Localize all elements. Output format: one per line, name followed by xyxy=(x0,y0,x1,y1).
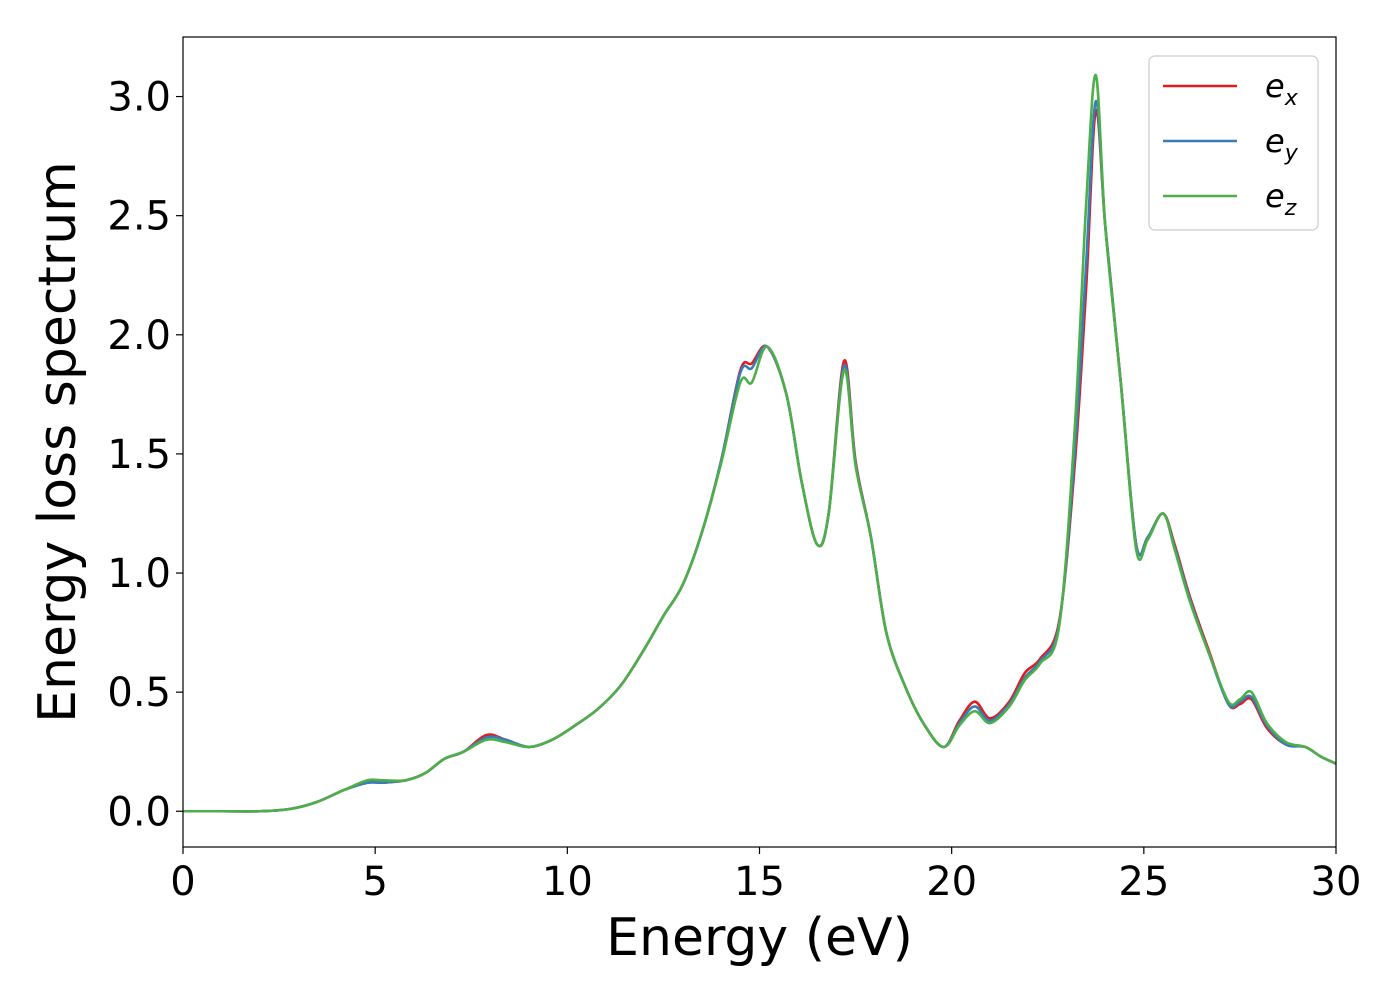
series-layer xyxy=(183,73,1336,813)
legend-label-z: ez xyxy=(1265,177,1297,221)
ticks-layer: 0 5 10 15 20 25 30 0.0 0.5 1.0 1.5 2.0 2.5 3.0 xyxy=(107,75,1361,905)
legend-label-base: e xyxy=(1265,67,1285,105)
y-tick-label: 0.5 xyxy=(107,670,171,716)
legend-label-base: e xyxy=(1265,122,1285,160)
y-axis-label: Energy loss spectrum xyxy=(28,161,88,723)
x-tick-label: 20 xyxy=(926,859,977,905)
legend-label-sub: z xyxy=(1284,196,1297,221)
y-tick-label: 2.5 xyxy=(107,194,171,240)
legend-box xyxy=(1148,55,1319,231)
y-tick-label: 0.0 xyxy=(107,789,171,835)
x-tick-label: 0 xyxy=(170,859,195,905)
legend-label-y: ey xyxy=(1265,122,1299,166)
x-tick-label: 5 xyxy=(362,859,387,905)
x-axis-label: Energy (eV) xyxy=(606,908,913,968)
y-tick-label: 1.0 xyxy=(107,551,171,597)
legend-label-x: ex xyxy=(1265,67,1299,111)
legend-label-base: e xyxy=(1265,177,1285,215)
y-tick-label: 1.5 xyxy=(107,432,171,478)
legend-label-sub: y xyxy=(1284,141,1299,166)
x-tick-label: 10 xyxy=(542,859,593,905)
series-line-z xyxy=(183,73,1336,813)
x-tick-label: 15 xyxy=(734,859,785,905)
y-tick-label: 3.0 xyxy=(107,75,171,121)
x-tick-label: 30 xyxy=(1311,859,1362,905)
y-tick-label: 2.0 xyxy=(107,313,171,359)
legend-label-sub: x xyxy=(1284,86,1299,111)
x-tick-label: 25 xyxy=(1118,859,1169,905)
